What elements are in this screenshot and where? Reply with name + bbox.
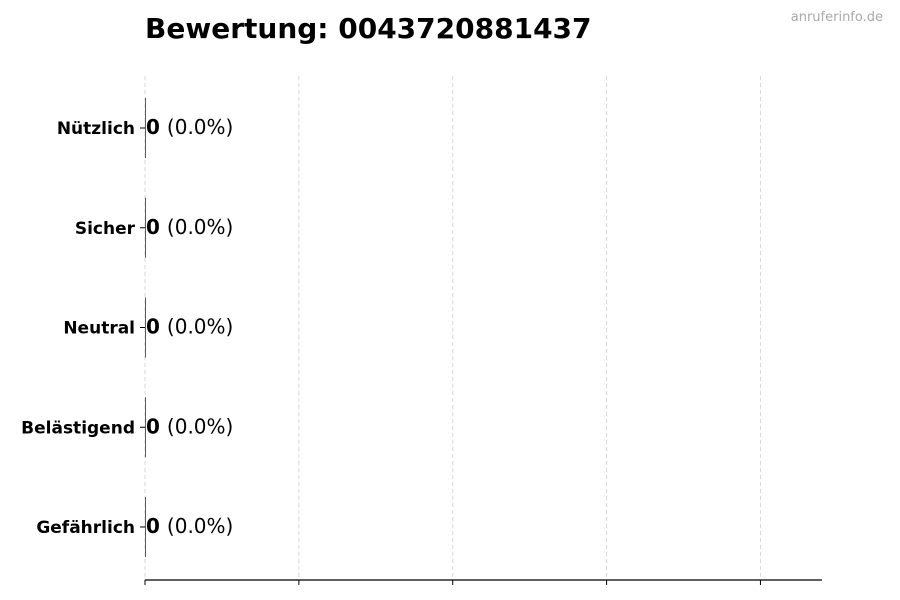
bar	[145, 497, 146, 557]
bar	[145, 397, 146, 458]
bar	[145, 197, 146, 258]
data-label-value: 0	[146, 315, 160, 339]
y-tick-label: Sicher	[75, 219, 136, 239]
data-label: 0 (0.0%)	[146, 514, 233, 538]
data-label: 0 (0.0%)	[146, 115, 233, 139]
y-tick-label: Nützlich	[57, 119, 135, 139]
data-label: 0 (0.0%)	[146, 215, 233, 239]
data-label-percent: (0.0%)	[167, 215, 233, 239]
data-label-value: 0	[146, 115, 160, 139]
data-label-value: 0	[146, 514, 160, 538]
y-tick-label: Neutral	[63, 319, 135, 339]
data-label-value: 0	[146, 215, 160, 239]
bar	[145, 98, 146, 158]
data-label-percent: (0.0%)	[167, 414, 233, 438]
y-tick-label: Gefährlich	[36, 518, 135, 538]
data-label-percent: (0.0%)	[167, 514, 233, 538]
y-tick-label: Belästigend	[21, 418, 135, 438]
data-label-value: 0	[146, 414, 160, 438]
watermark: anruferinfo.de	[790, 10, 883, 25]
chart-title: Bewertung: 0043720881437	[145, 12, 592, 45]
data-label-percent: (0.0%)	[167, 115, 233, 139]
data-label: 0 (0.0%)	[146, 414, 233, 438]
data-label-percent: (0.0%)	[167, 315, 233, 339]
data-label: 0 (0.0%)	[146, 315, 233, 339]
bar	[145, 297, 146, 358]
